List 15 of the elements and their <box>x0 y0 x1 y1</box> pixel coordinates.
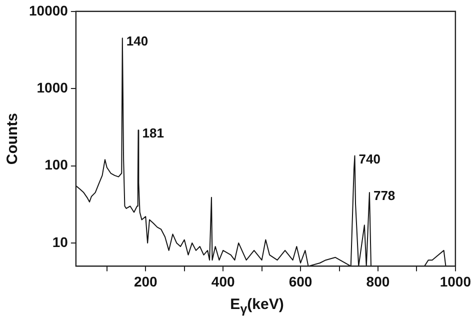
x-tick-label: 800 <box>366 273 390 290</box>
x-axis-title: E$_{γ}$(keV) <box>229 296 285 316</box>
annotation: 181 <box>142 126 164 141</box>
x-tick-label: 1000 <box>440 273 472 290</box>
annotation: 140 <box>126 34 148 49</box>
y-axis-title: Counts <box>4 112 22 165</box>
annotation: 740 <box>358 151 380 166</box>
x-tick-label: 200 <box>134 273 158 290</box>
x-tick-label: 400 <box>211 273 235 290</box>
y-tick-label: 10000 <box>28 2 68 18</box>
y-tick-label: 100 <box>44 156 68 173</box>
x-tick-label: 600 <box>288 273 312 290</box>
y-tick-label: 10 <box>52 234 68 250</box>
annotation: 778 <box>373 188 396 204</box>
y-tick-label: 1000 <box>36 79 68 96</box>
